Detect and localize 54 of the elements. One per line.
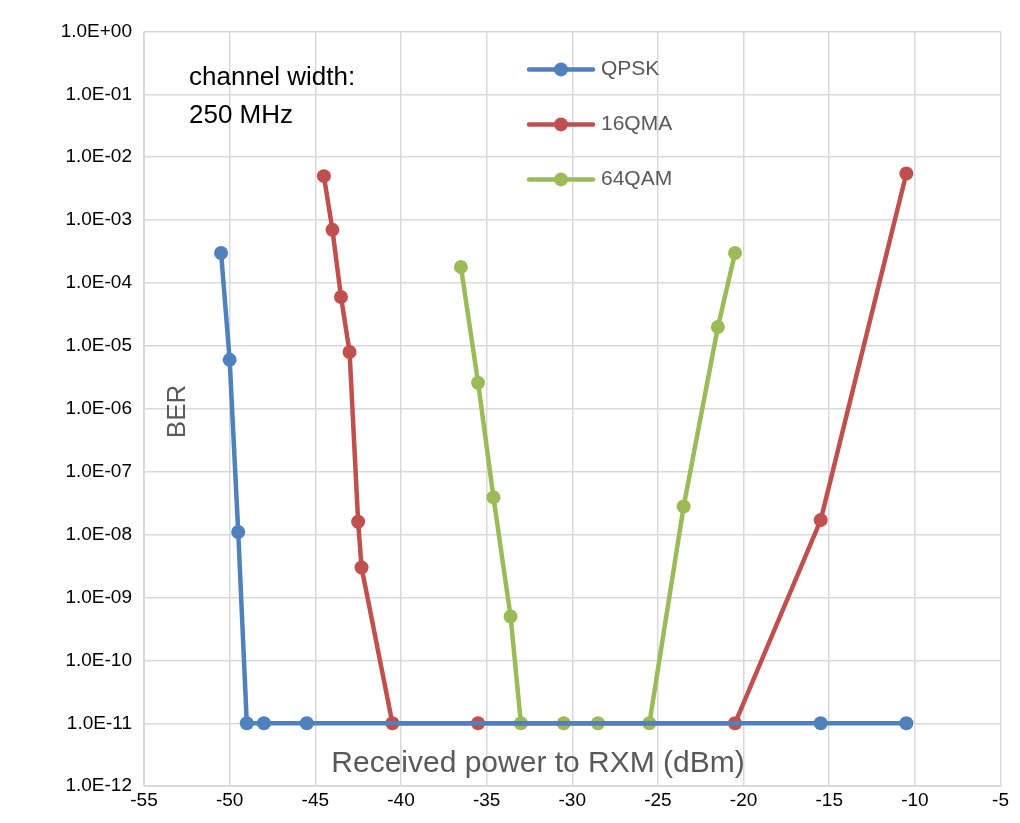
y-tick-label: 1.0E-04	[65, 271, 133, 293]
point	[471, 375, 486, 390]
y-tick-label: 1.0E-09	[65, 585, 132, 607]
x-tick-label: -20	[729, 788, 758, 810]
point	[899, 166, 914, 181]
point	[351, 514, 366, 529]
point	[256, 716, 271, 731]
point	[231, 525, 246, 539]
point	[503, 609, 518, 624]
point	[453, 259, 468, 274]
x-tick-label: -30	[558, 788, 587, 810]
y-tick-label: 1.0E-03	[65, 208, 132, 230]
annotation: 250 MHz	[189, 98, 294, 129]
point	[334, 289, 349, 304]
point	[710, 319, 725, 334]
point	[299, 716, 314, 731]
x-tick-label: -55	[130, 788, 158, 810]
x-tick-label: -35	[472, 788, 501, 810]
x-tick-label: -40	[387, 788, 415, 810]
point	[813, 513, 828, 528]
legend-label: QPSK	[601, 56, 660, 80]
y-tick-label: 1.0E-12	[65, 774, 132, 796]
x-tick-label: -45	[301, 788, 330, 810]
y-tick-label: 1.0E-07	[65, 459, 132, 481]
point	[214, 245, 229, 260]
y-tick-label: 1.0E-01	[65, 82, 132, 104]
y-tick-label: 1.0E+00	[60, 19, 132, 41]
x-tick-label: -15	[815, 788, 843, 810]
point	[899, 716, 914, 731]
x-tick-label: -25	[644, 788, 672, 810]
x-tick-label: -5	[992, 788, 1010, 810]
point	[325, 222, 340, 237]
point	[342, 345, 357, 359]
point	[222, 352, 237, 367]
annotation: channel width:	[189, 60, 356, 91]
x-tick-label: -50	[215, 788, 244, 810]
x-axis-title: Received power to RXM (dBm)	[331, 745, 745, 779]
x-tick-label: -10	[901, 788, 929, 810]
legend-label: 64QAM	[601, 166, 673, 190]
point	[676, 499, 691, 514]
y-tick-label: 1.0E-02	[65, 145, 132, 167]
y-tick-label: 1.0E-05	[65, 334, 132, 356]
y-tick-label: 1.0E-08	[65, 522, 132, 544]
point	[354, 560, 369, 575]
y-tick-label: 1.0E-10	[65, 648, 132, 670]
point	[316, 169, 331, 184]
point	[239, 716, 254, 731]
point	[813, 716, 828, 731]
point	[486, 490, 501, 505]
y-axis-title: BER	[161, 384, 192, 439]
point	[728, 245, 743, 260]
y-tick-label: 1.0E-11	[66, 711, 132, 733]
y-tick-label: 1.0E-06	[65, 397, 132, 419]
legend-label: 16QMA	[601, 111, 673, 135]
